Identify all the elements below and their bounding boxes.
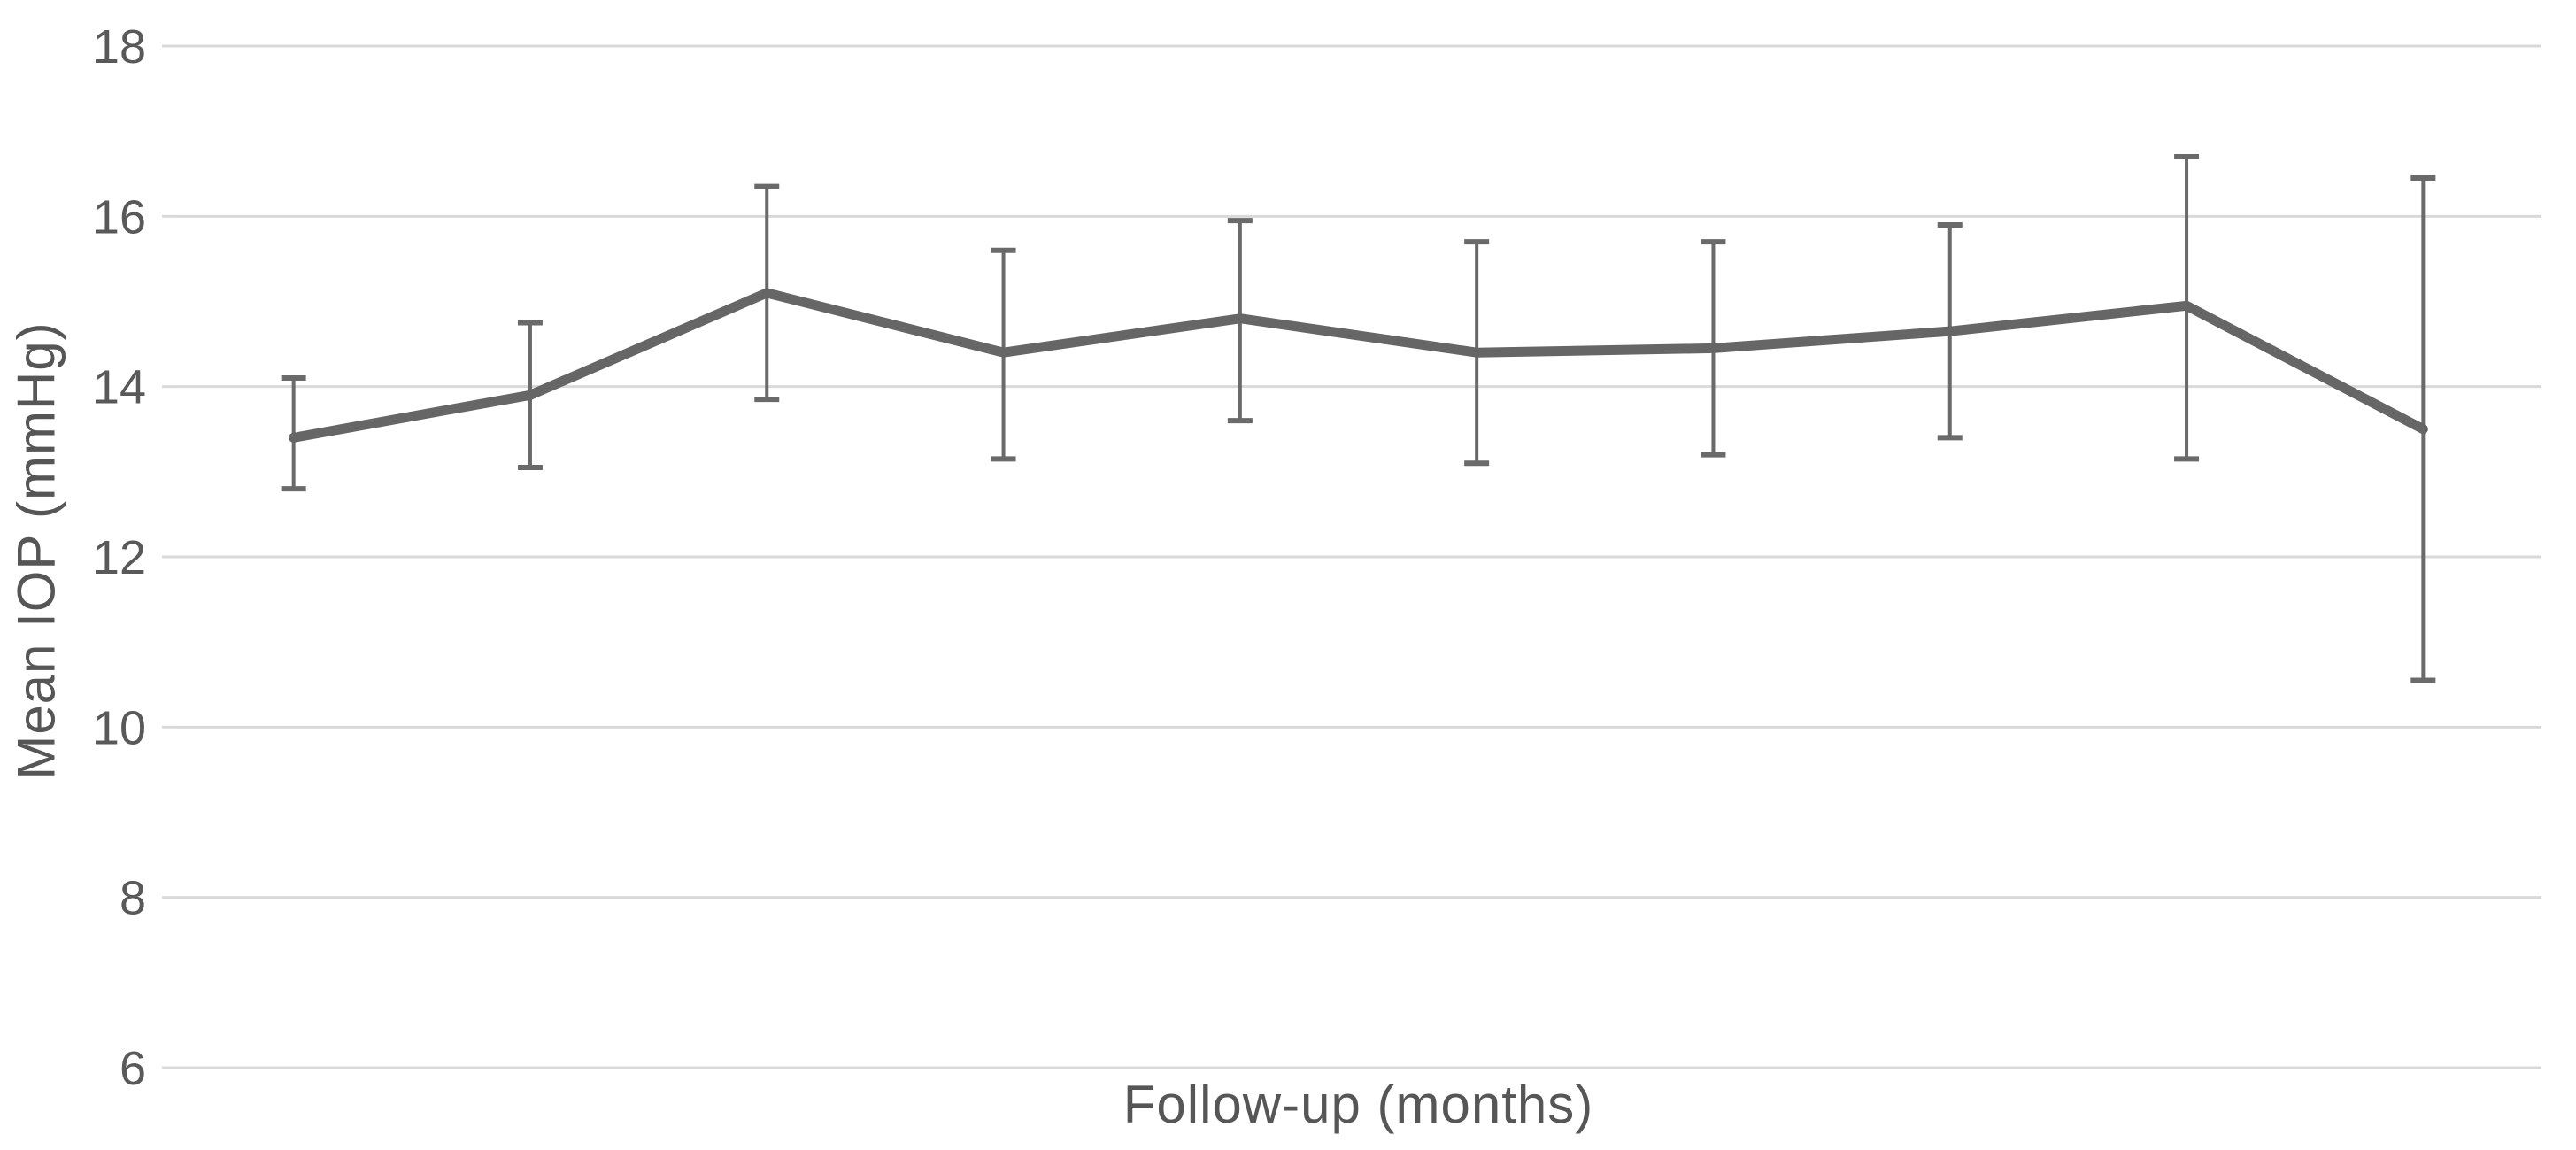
y-tick-label: 18 xyxy=(93,20,146,73)
y-tick-label: 8 xyxy=(120,872,146,925)
series-line-mean-iop xyxy=(289,288,2428,443)
y-tick-label: 14 xyxy=(93,361,146,414)
y-tick-label: 10 xyxy=(93,701,146,754)
y-tick-label: 6 xyxy=(120,1042,146,1095)
y-tick-label: 12 xyxy=(93,531,146,584)
y-axis-title: Mean IOP (mmHg) xyxy=(6,321,66,780)
y-tick-label: 16 xyxy=(93,190,146,243)
x-axis-title: Follow-up (months) xyxy=(1122,1075,1594,1134)
